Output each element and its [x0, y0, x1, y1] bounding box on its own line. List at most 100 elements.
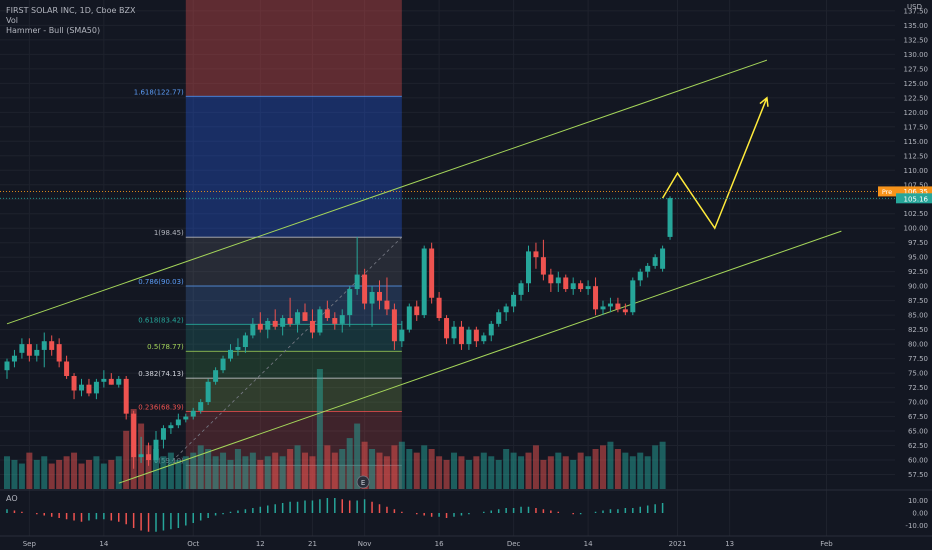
candle-body	[146, 454, 152, 461]
candle-body	[414, 306, 420, 316]
candle-body	[332, 318, 338, 324]
ao-axis-tick: -10.00	[905, 522, 928, 530]
volume-bar	[614, 449, 621, 489]
last-price-badge	[896, 193, 932, 204]
volume-bar	[555, 452, 562, 489]
volume-bar	[629, 456, 636, 489]
volume-bar	[33, 459, 40, 489]
pre-badge	[878, 186, 896, 197]
currency-label: USD	[907, 3, 922, 11]
volume-bar	[234, 449, 241, 489]
price-axis-tick: 135.00	[904, 22, 929, 30]
candle-body	[131, 413, 137, 458]
candle-body	[615, 303, 621, 310]
indicator-label: Hammer - Bull (SMA50)	[6, 26, 101, 35]
volume-bar	[361, 441, 368, 489]
volume-bar	[108, 459, 115, 489]
candle-body	[540, 257, 546, 275]
volume-bar	[346, 438, 353, 489]
candle-body	[429, 248, 435, 298]
time-axis-tick: Nov	[358, 540, 372, 548]
candle-body	[645, 265, 651, 272]
volume-bar	[540, 459, 547, 489]
volume-bar	[115, 456, 122, 489]
price-axis-tick: 102.50	[904, 210, 929, 218]
volume-bar	[652, 445, 659, 489]
price-axis-tick: 127.50	[904, 65, 929, 73]
price-axis-tick: 115.00	[904, 138, 929, 146]
volume-bar	[100, 463, 107, 489]
symbol-title: FIRST SOLAR INC, 1D, Cboe BZX	[6, 6, 136, 15]
candle-body	[570, 283, 576, 290]
price-axis-tick: 117.50	[904, 123, 929, 131]
volume-bar	[264, 456, 271, 489]
volume-bar	[145, 445, 152, 489]
volume-bar	[56, 459, 63, 489]
fib-zone	[185, 378, 402, 412]
candle-body	[183, 416, 189, 420]
candle-body	[421, 248, 427, 316]
volume-bar	[123, 430, 130, 489]
pre-price-value: 106.35	[904, 188, 929, 196]
candle-body	[377, 291, 382, 301]
time-axis-tick: Oct	[187, 540, 199, 548]
price-axis-tick: 82.50	[908, 326, 928, 334]
candle-body	[56, 344, 62, 362]
volume-bar	[503, 449, 510, 489]
volume-bar	[577, 452, 584, 489]
volume-bar	[376, 452, 383, 489]
volume-bar	[532, 445, 539, 489]
price-axis-tick: 62.50	[908, 442, 928, 450]
fib-level-label: 0.382(74.13)	[138, 370, 184, 378]
volume-bar	[71, 452, 78, 489]
candle-body	[347, 289, 353, 316]
price-axis	[895, 0, 932, 536]
price-axis-tick: 90.00	[908, 283, 928, 291]
fib-zone	[185, 237, 402, 286]
volume-bar	[153, 449, 159, 489]
fib-zone	[185, 285, 402, 325]
candle-body	[607, 303, 613, 307]
candle-body	[49, 341, 55, 350]
price-axis-tick: 125.00	[904, 80, 929, 88]
volume-bar	[436, 456, 443, 489]
ao-axis-tick: 0.00	[912, 510, 928, 518]
time-axis-tick: 13	[725, 540, 734, 548]
volume-bar	[547, 456, 554, 489]
earnings-marker	[356, 475, 370, 489]
volume-bar	[428, 449, 435, 489]
earnings-marker-label: E	[361, 479, 365, 487]
volume-bar	[413, 452, 420, 489]
fib-level-label: 0.236(68.39)	[138, 403, 184, 411]
volume-bar	[249, 452, 256, 489]
fib-level-label: 0.5(78.77)	[147, 343, 184, 351]
time-axis-tick: 21	[308, 540, 317, 548]
volume-bar	[451, 452, 457, 489]
volume-bar	[93, 456, 100, 489]
last-price-value: 105.16	[904, 195, 929, 203]
fib-zone-extension	[185, 96, 402, 238]
candle-body	[175, 419, 181, 426]
candle-body	[235, 347, 241, 350]
candle-body	[64, 361, 70, 376]
time-axis-tick: 2021	[669, 540, 687, 548]
volume-bar	[182, 456, 189, 489]
price-axis-tick: 110.00	[904, 167, 929, 175]
candle-body	[198, 402, 204, 411]
candle-body	[272, 320, 278, 327]
candle-body	[667, 198, 673, 237]
volume-bar	[302, 452, 308, 489]
candle-body	[228, 349, 233, 359]
volume-bar	[272, 452, 279, 489]
candle-body	[630, 280, 636, 313]
price-axis-tick: 67.50	[908, 413, 928, 421]
candle-body	[585, 286, 591, 290]
candle-body	[287, 318, 293, 324]
volume-bar	[622, 452, 629, 489]
candle-body	[563, 277, 569, 290]
price-axis-tick: 85.00	[908, 312, 928, 320]
price-axis-tick: 120.00	[904, 109, 929, 117]
candle-body	[34, 349, 40, 356]
volume-bar	[197, 445, 204, 489]
